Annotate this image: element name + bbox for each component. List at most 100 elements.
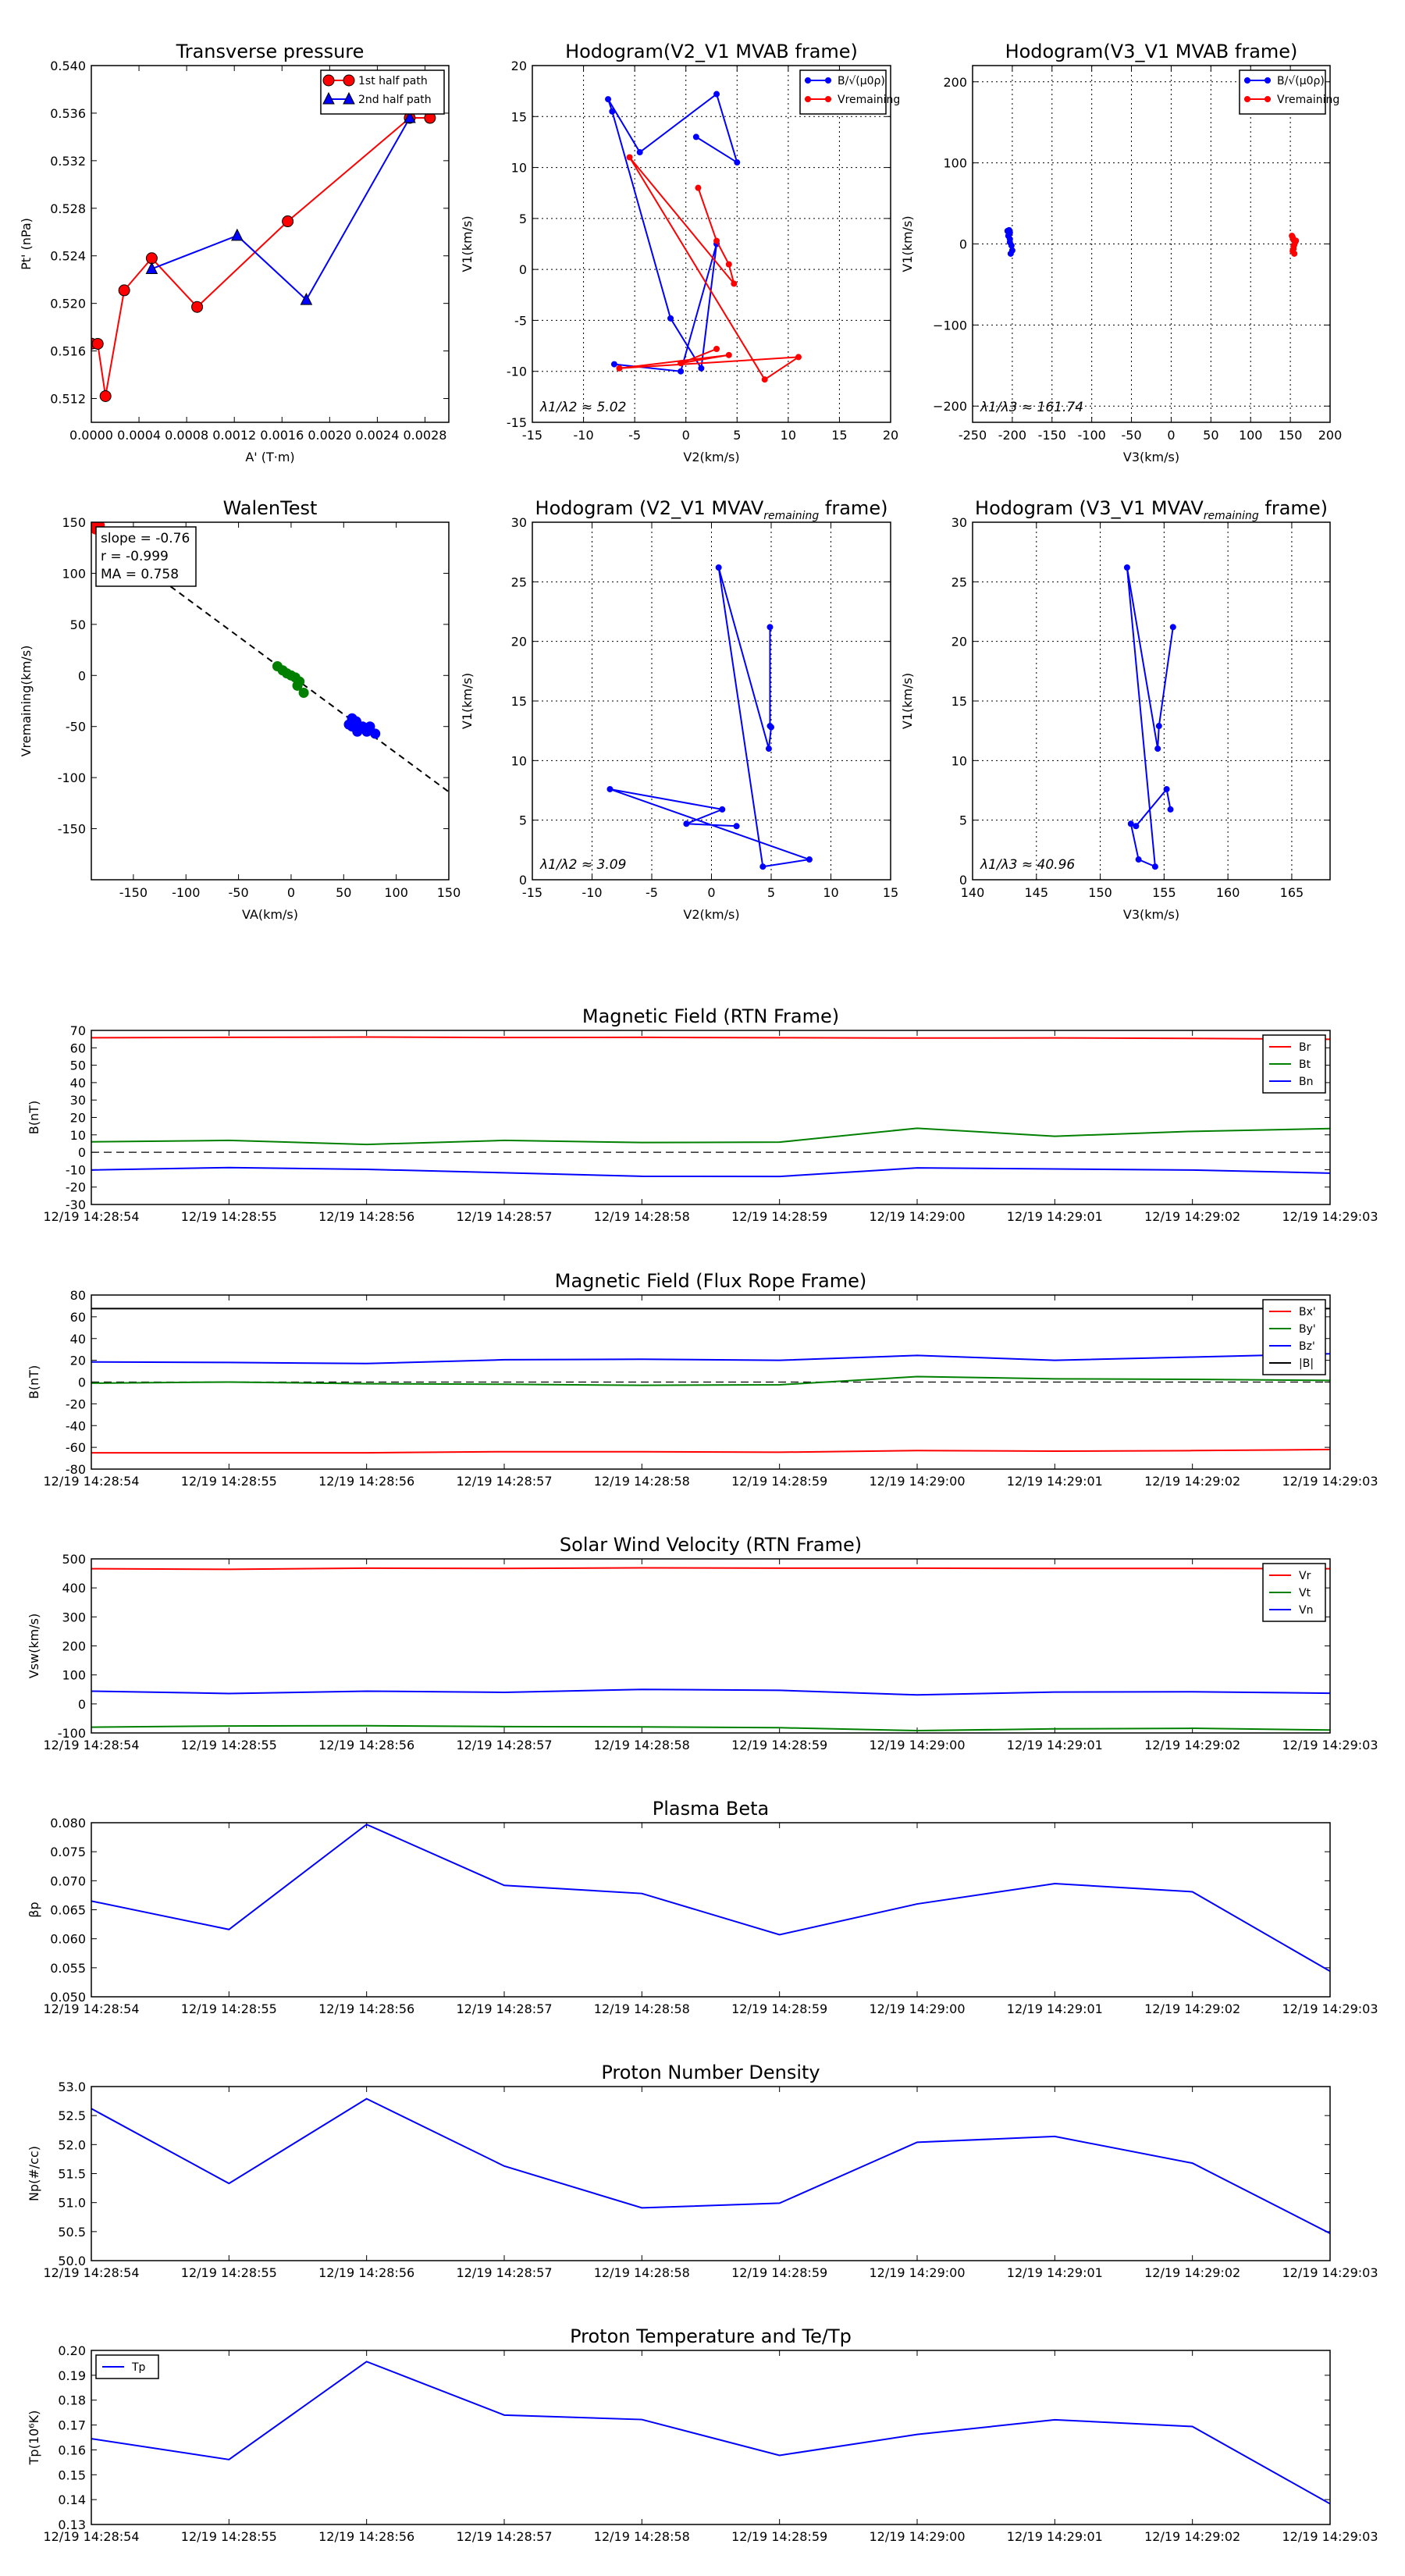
- y-tick-label: 20: [70, 1111, 86, 1126]
- y-tick-label: 25: [951, 575, 967, 589]
- y-axis-label: V1(km/s): [460, 215, 475, 272]
- y-tick-label: 30: [951, 515, 967, 530]
- data-point: [825, 77, 831, 84]
- legend-box: [1239, 69, 1326, 115]
- x-tick-label: 12/19 14:28:56: [318, 1209, 414, 1224]
- chart-title: Magnetic Field (RTN Frame): [582, 1005, 839, 1027]
- x-tick-label: 0: [707, 885, 715, 900]
- x-tick-label: 0: [287, 885, 295, 900]
- x-tick-label: 12/19 14:28:57: [456, 1474, 552, 1489]
- data-point: [404, 110, 416, 123]
- x-tick-label: 200: [1318, 428, 1343, 443]
- x-tick-label: -50: [229, 885, 249, 900]
- series-line: [1126, 567, 1174, 868]
- x-tick-label: 0.0024: [355, 428, 399, 443]
- eigen-ratio-annotation: λ1/λ3 ≈ 161.74: [980, 400, 1083, 415]
- y-tick-label: -20: [66, 1397, 86, 1411]
- x-tick-label: 12/19 14:28:59: [731, 2265, 827, 2280]
- chart-proton-number-density: 12/19 14:28:54 12/19 14:28:55 12/19 14:28:…: [27, 2062, 1378, 2280]
- y-tick-label: 60: [70, 1310, 86, 1325]
- y-tick-label: -50: [66, 720, 86, 735]
- x-tick-label: 10: [781, 428, 796, 443]
- y-tick-label: 0.19: [58, 2368, 86, 2383]
- axes-frame: [532, 521, 891, 881]
- data-point: [298, 688, 309, 699]
- x-tick-label: 12/19 14:29:01: [1007, 2265, 1103, 2280]
- data-point: [806, 856, 813, 863]
- legend-label: B/√(μ0ρ): [1277, 75, 1325, 87]
- data-point: [626, 154, 633, 161]
- y-tick-label: -100: [58, 770, 86, 785]
- plot-area: [91, 1823, 1330, 1973]
- axes-frame: [972, 65, 1331, 423]
- y-tick-label: 0.13: [58, 2517, 86, 2532]
- axes-frame: [91, 1822, 1331, 1998]
- plot-area: [1004, 226, 1300, 257]
- chart-plasma-beta: 12/19 14:28:54 12/19 14:28:55 12/19 14:28:…: [27, 1798, 1378, 2016]
- chart-title: Transverse pressure: [176, 41, 365, 62]
- y-tick-label: 70: [70, 1023, 86, 1038]
- data-point: [1123, 564, 1130, 571]
- y-tick-label: 80: [70, 1288, 86, 1303]
- y-tick-label: 0.055: [50, 1961, 86, 1976]
- series-Vremaining: [616, 154, 802, 383]
- data-point: [609, 108, 616, 115]
- data-point: [805, 96, 811, 102]
- plot-area: [91, 110, 436, 402]
- plot-area: [1123, 564, 1176, 870]
- x-tick-label: 12/19 14:29:02: [1144, 2001, 1240, 2016]
- x-tick-label: 12/19 14:29:02: [1144, 1474, 1240, 1489]
- y-tick-label: 0.524: [50, 249, 86, 264]
- y-tick-label: 0.060: [50, 1932, 86, 1947]
- y-axis-label: βp: [27, 1902, 41, 1917]
- data-point: [733, 823, 740, 830]
- data-point: [1133, 823, 1140, 830]
- x-tick-label: 20: [883, 428, 898, 443]
- y-tick-label: 0.528: [50, 201, 86, 216]
- x-tick-label: 12/19 14:28:55: [181, 1738, 277, 1752]
- series-line-Vt: [91, 1724, 1330, 1732]
- data-point: [191, 301, 204, 313]
- data-point: [1007, 250, 1014, 257]
- axes-frame: [91, 521, 450, 881]
- x-tick-label: 12/19 14:28:59: [731, 2529, 827, 2544]
- data-point: [343, 91, 355, 105]
- series-B/√(μ0ρ): [605, 91, 741, 375]
- y-tick-label: 0: [959, 873, 967, 888]
- legend-box: [320, 69, 445, 115]
- legend: Bx' By' Bz' |B|: [1262, 1299, 1326, 1375]
- chart-hodogram-v2v1-mvav: -15 -10 -5 0 5 10 15 0 5 10 15 20 25 30 Hodogram (V2_V…: [460, 497, 898, 922]
- y-tick-label: 51.0: [58, 2196, 86, 2211]
- x-tick-label: -200: [998, 428, 1026, 443]
- series-line-Np: [91, 2097, 1330, 2234]
- series-B/√(μ0ρ): [1004, 226, 1016, 257]
- legend-label: Bt: [1299, 1059, 1311, 1071]
- x-tick-label: 12/19 14:28:57: [456, 2529, 552, 2544]
- series-Vremaining: [606, 564, 813, 870]
- data-point: [1244, 96, 1250, 102]
- legend-label: 1st half path: [358, 75, 428, 87]
- plot-area: [91, 2097, 1330, 2234]
- x-tick-label: 0.0000: [69, 428, 113, 443]
- x-tick-label: 12/19 14:28:56: [318, 2001, 414, 2016]
- y-tick-label: 50: [70, 1059, 86, 1073]
- x-tick-label: 12/19 14:28:54: [43, 1474, 139, 1489]
- x-tick-label: 12/19 14:28:59: [731, 2001, 827, 2016]
- series-2nd half path: [145, 110, 416, 305]
- series-line-Vr: [91, 1567, 1330, 1571]
- x-tick-label: 145: [1025, 885, 1049, 900]
- fit-line: [91, 527, 449, 793]
- x-tick-label: -150: [1038, 428, 1066, 443]
- data-point: [765, 745, 772, 753]
- x-tick-label: 12/19 14:29:02: [1144, 1738, 1240, 1752]
- x-tick-label: 15: [831, 428, 847, 443]
- series-line-Bz': [91, 1353, 1330, 1364]
- y-axis-label: Vremaining(km/s): [19, 646, 34, 757]
- chart-hodogram-v2v1-mvab: -15 -10 -5 0 5 10 15 20 -15 -10 -5 0 5 10 15 20 Hodogram…: [460, 41, 900, 464]
- x-tick-label: -10: [582, 885, 602, 900]
- x-tick-label: 12/19 14:29:00: [869, 1738, 965, 1752]
- legend: Br Bt Bn: [1262, 1034, 1326, 1094]
- series-line: [610, 567, 810, 868]
- y-tick-label: 20: [70, 1354, 86, 1368]
- axes-frame: [91, 2086, 1331, 2261]
